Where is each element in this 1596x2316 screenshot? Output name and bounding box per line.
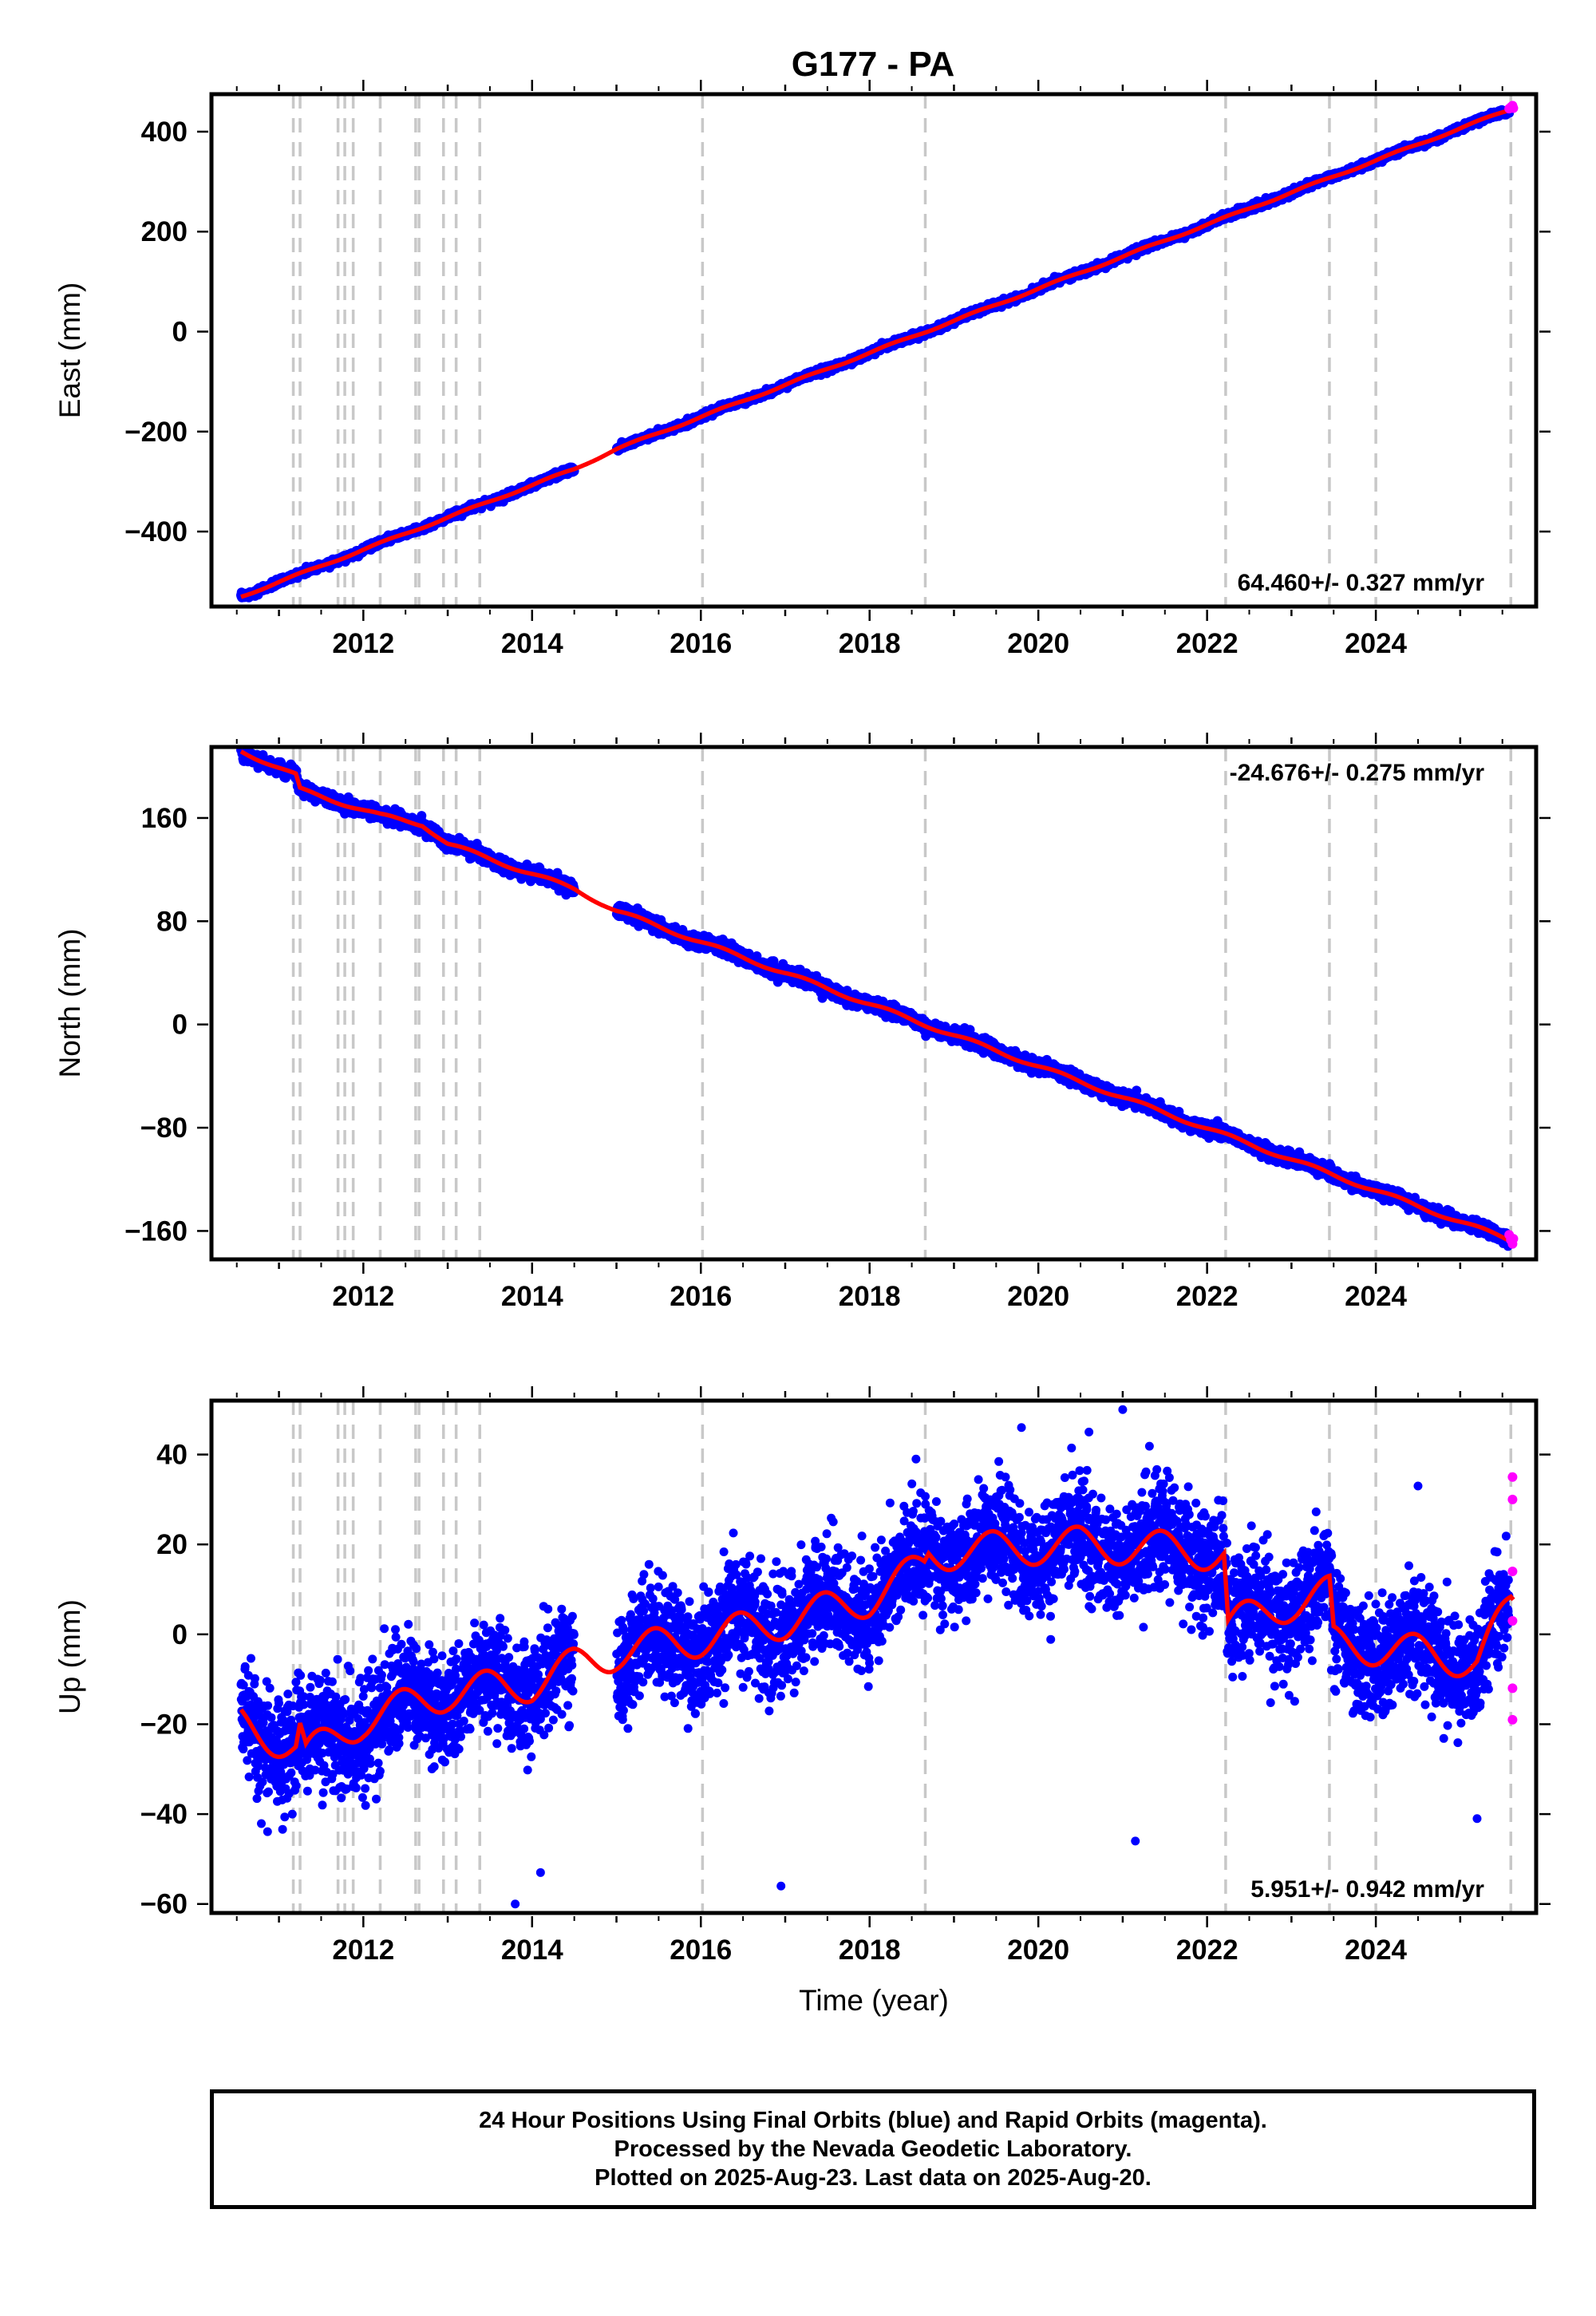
panels: 2012 2014 2016 2018 2020 2022 2024 400 200 0 −200 −… xyxy=(53,80,1551,2017)
y-tick-label: 0 xyxy=(172,317,188,348)
panel-north: 2012 2014 2016 2018 2020 2022 2024160800−80−16… xyxy=(53,733,1551,1312)
y-tick-label: −200 xyxy=(124,417,188,448)
y-axis-label: East (mm) xyxy=(53,283,86,419)
chart-title: G177 - PA xyxy=(792,45,955,84)
rate-annotation: 64.460+/- 0.327 mm/yr xyxy=(1238,570,1485,596)
x-tick-label: 2012 xyxy=(332,628,394,659)
x-tick-label: 2018 xyxy=(839,628,901,659)
x-tick-label: 2020 xyxy=(1007,628,1069,659)
y-tick-label: −400 xyxy=(124,516,188,547)
x-tick-label: 2014 xyxy=(501,628,563,659)
x-tick-label: 2024 xyxy=(1345,628,1407,659)
plot-area xyxy=(236,94,1519,607)
y-tick-label: 200 xyxy=(141,216,188,247)
y-tick-label: 400 xyxy=(141,117,188,148)
plot-area xyxy=(236,747,1519,1259)
panel-east: 2012 2014 2016 2018 2020 2022 2024 400 200 0 −200 −… xyxy=(53,80,1551,659)
x-tick-label: 2016 xyxy=(670,628,732,659)
x-tick-label: 2022 xyxy=(1176,628,1238,659)
rapid-point xyxy=(1508,103,1519,113)
